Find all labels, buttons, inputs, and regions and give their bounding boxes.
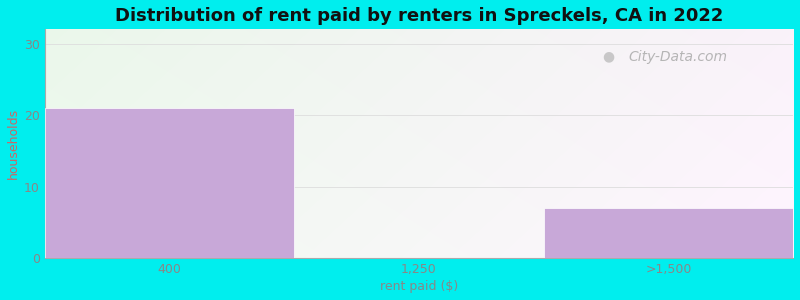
Y-axis label: households: households xyxy=(7,108,20,179)
Bar xyxy=(544,208,793,258)
Title: Distribution of rent paid by renters in Spreckels, CA in 2022: Distribution of rent paid by renters in … xyxy=(114,7,723,25)
Bar xyxy=(45,108,294,258)
Text: ●: ● xyxy=(602,50,614,64)
Text: City-Data.com: City-Data.com xyxy=(629,50,727,64)
X-axis label: rent paid ($): rent paid ($) xyxy=(380,280,458,293)
